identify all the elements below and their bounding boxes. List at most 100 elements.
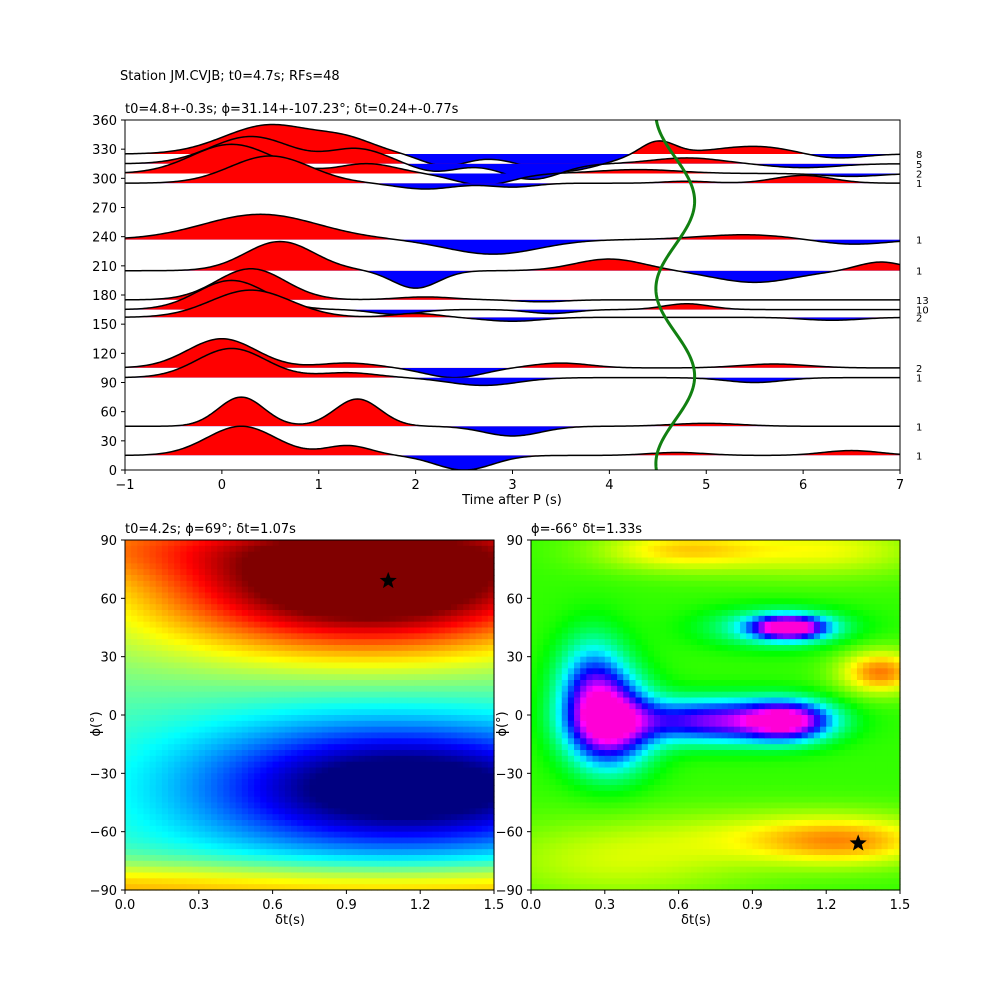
heatmap-cell — [346, 691, 354, 699]
heatmap-cell — [623, 656, 630, 664]
heatmap-cell — [278, 750, 286, 757]
heatmap-cell — [211, 569, 218, 576]
heatmap-cell — [137, 615, 145, 623]
heatmap-cell — [598, 715, 606, 722]
heatmap-cell — [629, 767, 637, 774]
heatmap-cell — [180, 680, 188, 687]
heatmap-cell — [647, 773, 655, 780]
heatmap-cell — [340, 545, 347, 553]
heatmap-cell — [531, 814, 538, 821]
heatmap-cell — [450, 872, 458, 879]
heatmap-cell — [561, 575, 569, 582]
heatmap-cell — [635, 592, 643, 599]
rf-fill-positive — [125, 214, 900, 240]
heatmap-cell — [617, 814, 624, 821]
rf-y-tick-label: 120 — [92, 347, 117, 362]
heatmap-cell — [629, 598, 637, 605]
heatmap-cell — [598, 761, 606, 769]
heatmap-cell — [567, 726, 575, 734]
heatmap-cell — [297, 668, 304, 675]
heatmap-cell — [438, 750, 446, 757]
heatmap-cell — [635, 662, 643, 669]
heatmap-cell — [192, 837, 200, 844]
heatmap-cell — [180, 557, 188, 564]
heatmap-cell — [143, 575, 151, 582]
heatmap-cell — [217, 720, 224, 728]
heatmap-cell — [647, 563, 655, 570]
heatmap-cell — [334, 855, 341, 862]
heatmap-cell — [358, 814, 366, 821]
heatmap-cell — [248, 668, 255, 675]
heatmap-cell — [617, 615, 624, 623]
heatmap-cell — [346, 860, 354, 868]
heatmap-cell — [531, 884, 538, 891]
heatmap-cell — [475, 767, 483, 774]
heatmap-cell — [131, 825, 138, 833]
heatmap-cell — [168, 615, 175, 623]
heatmap-cell — [149, 738, 157, 745]
heatmap-cell — [248, 720, 255, 728]
heatmap-cell — [407, 575, 415, 582]
heatmap-cell — [395, 557, 403, 564]
heatmap-cell — [346, 878, 354, 885]
heatmap-cell — [340, 551, 347, 559]
heatmap-cell — [623, 790, 630, 798]
heatmap-cell — [334, 540, 341, 547]
heatmap-cell — [266, 866, 274, 874]
heatmap-cell — [481, 639, 489, 646]
heatmap-cell — [537, 860, 544, 868]
heatmap-cell — [223, 575, 231, 582]
heatmap-cell — [635, 855, 643, 862]
heatmap-cell — [272, 755, 280, 763]
heatmap-cell — [223, 685, 231, 693]
heatmap-cell — [438, 645, 446, 652]
heatmap-cell — [327, 726, 335, 734]
heatmap-cell — [617, 855, 624, 862]
heatmap-cell — [580, 662, 587, 669]
heatmap-cell — [321, 569, 329, 576]
heatmap-cell — [174, 767, 181, 774]
heatmap-cell — [161, 796, 169, 804]
rf-y-tick-label: 60 — [100, 406, 117, 421]
heatmap-cell — [260, 837, 268, 844]
heatmap-cell — [371, 785, 378, 792]
heatmap-cell — [315, 726, 323, 734]
heatmap-cell — [438, 720, 446, 728]
heatmap-cell — [174, 732, 181, 739]
heatmap-cell — [204, 814, 212, 821]
heatmap-cell — [543, 680, 551, 687]
heatmap-cell — [248, 884, 255, 891]
heatmap-cell — [352, 750, 360, 757]
heatmap-cell — [389, 767, 397, 774]
heatmap-cell — [137, 872, 145, 879]
heatmap-cell — [309, 685, 317, 693]
heatmap-cell — [475, 674, 483, 681]
heatmap-cell — [377, 674, 384, 681]
heatmap-cell — [641, 627, 649, 634]
heatmap-cell — [432, 831, 440, 839]
heatmap-cell — [487, 563, 495, 570]
heatmap-cell — [358, 633, 366, 640]
heatmap-cell — [334, 796, 341, 804]
heatmap-cell — [125, 825, 132, 833]
heatmap-cell — [543, 610, 551, 617]
heatmap-cell — [198, 720, 206, 728]
heatmap-cell — [315, 592, 323, 599]
heatmap-cell — [537, 720, 544, 728]
heatmap-cell — [469, 837, 477, 844]
heatmap-cell — [321, 843, 329, 850]
heatmap-cell — [420, 866, 427, 874]
heatmap-cell — [543, 866, 551, 874]
heatmap-cell — [420, 744, 427, 751]
heatmap-cell — [211, 621, 218, 629]
heatmap-cell — [168, 598, 175, 605]
heatmap-cell — [340, 615, 347, 623]
heatmap-cell — [346, 563, 354, 570]
heatmap-cell — [303, 755, 311, 763]
heatmap-cell — [168, 703, 175, 710]
heatmap-cell — [291, 808, 298, 815]
heatmap-cell — [426, 802, 434, 809]
heatmap-cell — [192, 645, 200, 652]
heatmap-cell — [610, 779, 618, 786]
heatmap-cell — [241, 843, 249, 850]
